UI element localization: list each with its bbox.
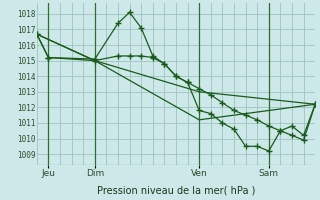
X-axis label: Pression niveau de la mer( hPa ): Pression niveau de la mer( hPa ) bbox=[97, 185, 255, 195]
